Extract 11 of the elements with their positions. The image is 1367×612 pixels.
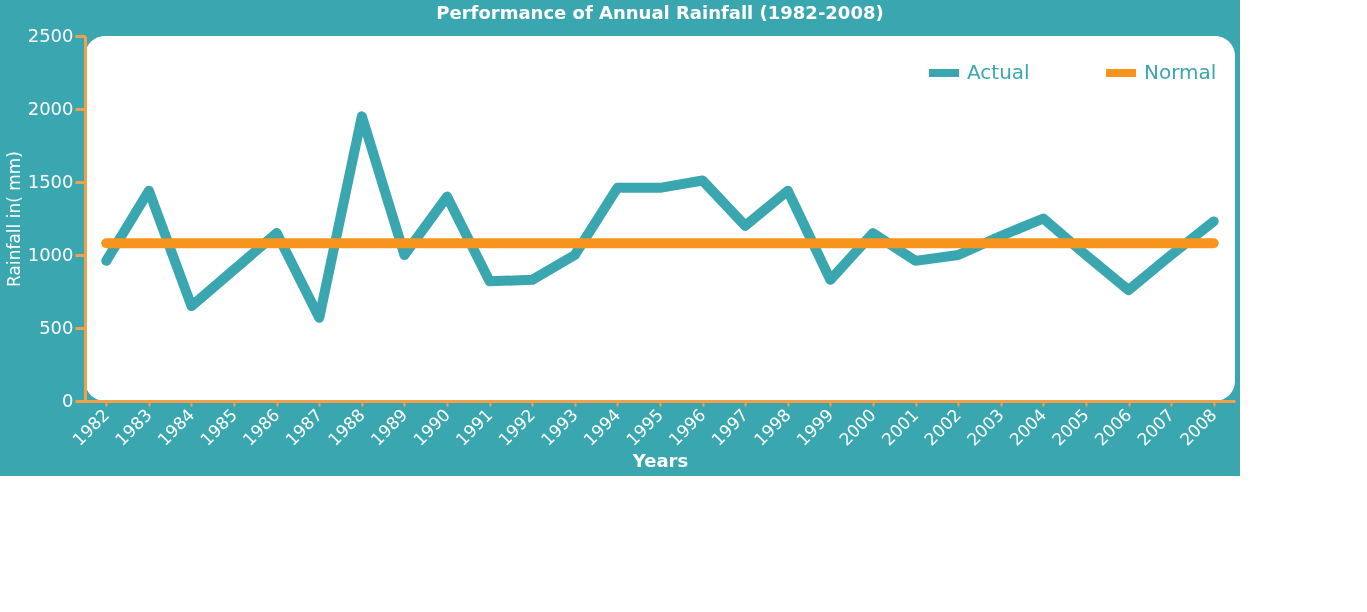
legend-label: Actual <box>967 60 1030 84</box>
y-tick-label: 1500 <box>27 170 74 192</box>
legend-label: Normal <box>1144 60 1217 84</box>
y-tick-label: 2000 <box>27 97 74 119</box>
y-tick-label: 0 <box>62 389 74 411</box>
y-tick-label: 2500 <box>27 24 74 46</box>
chart-title: Performance of Annual Rainfall (1982-2008) <box>436 2 884 23</box>
y-tick-label: 500 <box>39 316 74 338</box>
x-axis-title: Years <box>631 449 689 471</box>
y-tick-label: 1000 <box>27 243 74 265</box>
y-axis-title: Rainfall in( mm) <box>3 151 24 287</box>
